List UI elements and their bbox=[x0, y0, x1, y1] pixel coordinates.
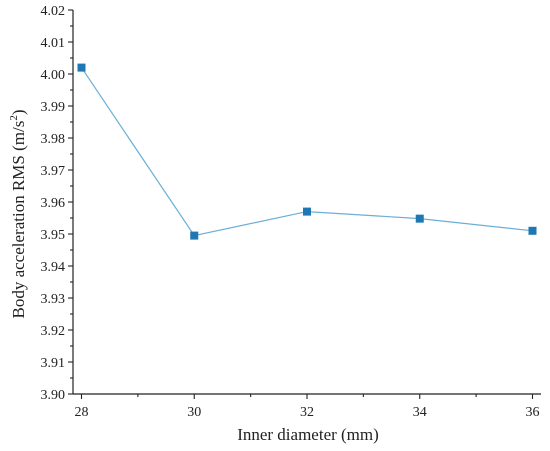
x-tick-label: 32 bbox=[300, 405, 314, 420]
y-tick-label: 3.97 bbox=[41, 164, 66, 179]
x-axis-title: Inner diameter (mm) bbox=[237, 425, 379, 444]
y-tick-label: 3.95 bbox=[41, 228, 66, 243]
y-axis-title: Body acceleration RMS (m/s2) bbox=[8, 110, 28, 319]
data-point-marker bbox=[303, 207, 311, 216]
y-tick-label: 4.02 bbox=[41, 4, 66, 19]
data-point-marker bbox=[190, 231, 199, 240]
plot-area: 3.90 3.91 3.92 3.93 3.94 3.95 3.96 3.97 3.98 3.99… bbox=[41, 4, 541, 420]
y-tick-label: 3.92 bbox=[41, 324, 66, 339]
x-tick-label: 30 bbox=[187, 405, 201, 420]
data-point-marker bbox=[528, 226, 537, 235]
y-tick-label: 3.98 bbox=[41, 132, 66, 147]
y-tick-label: 3.90 bbox=[41, 388, 66, 403]
x-tick-label: 28 bbox=[75, 405, 89, 420]
data-point-marker bbox=[415, 214, 424, 223]
y-tick-label: 3.93 bbox=[41, 292, 66, 307]
y-tick-label: 3.96 bbox=[41, 196, 66, 211]
data-point-marker bbox=[77, 63, 86, 72]
y-tick-label: 4.00 bbox=[41, 68, 66, 83]
y-tick-label: 3.94 bbox=[41, 260, 66, 275]
y-tick-label: 3.99 bbox=[41, 100, 66, 115]
x-tick-label: 34 bbox=[413, 405, 427, 420]
x-tick-label: 36 bbox=[526, 405, 540, 420]
y-tick-label: 3.91 bbox=[41, 356, 66, 371]
y-tick-label: 4.01 bbox=[41, 36, 66, 51]
